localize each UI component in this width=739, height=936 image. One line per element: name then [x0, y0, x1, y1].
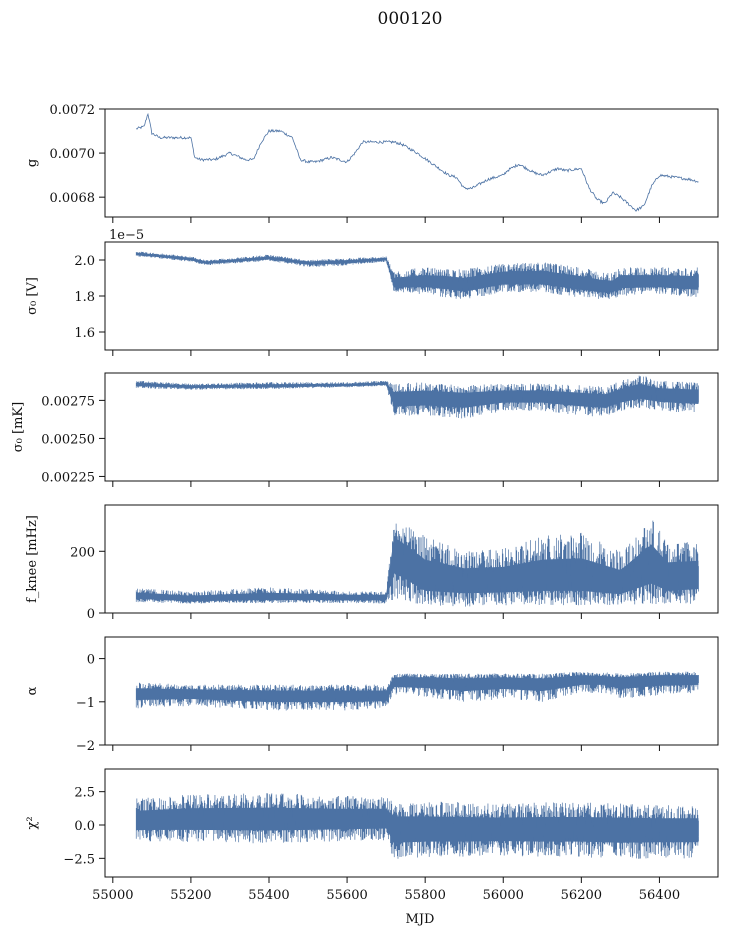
axes-frame-chi2: [104, 768, 719, 878]
series-band-alpha: [135, 671, 699, 711]
plot-area-sigma0_mK: [135, 375, 699, 419]
series-band-sigma0_mK: [135, 375, 699, 419]
y-tick-label-alpha: −1: [76, 696, 95, 711]
plot-area-alpha: [135, 671, 699, 711]
y-axis-label-fknee: f_knee [mHz]: [25, 515, 40, 603]
y-tick-label-sigma0_mK: 0.00275: [41, 394, 95, 409]
series-band-sigma0_V: [135, 251, 699, 299]
figure-title: 000120: [378, 9, 443, 29]
y-tick-label-chi2: 0.0: [74, 819, 95, 834]
y-axis-label-sigma0_mK: σ₀ [mK]: [11, 402, 26, 452]
y-axis-label-gain: g: [25, 159, 40, 167]
plot-area-gain: [135, 112, 699, 212]
x-tick-label: 55200: [170, 888, 211, 903]
x-tick-label: 56000: [483, 888, 524, 903]
x-tick-label: 55400: [248, 888, 289, 903]
panel-sigma0_mK: 0.00225 0.00250 0.00275 σ₀ [mK]: [11, 372, 719, 487]
y-axis-label-chi2: χ²: [25, 816, 40, 829]
x-tick-label: 55600: [326, 888, 367, 903]
y-tick-label-fknee: 0: [87, 607, 95, 622]
series-band-chi2: [135, 793, 699, 859]
plot-area-chi2: [135, 793, 699, 859]
y-tick-label-fknee: 200: [70, 545, 95, 560]
axes-frame-fknee: [104, 504, 719, 614]
y-tick-label-sigma0_mK: 0.00250: [41, 432, 95, 447]
y-axis-label-sigma0_V: σ₀ [V]: [25, 277, 40, 315]
y-tick-label-gain: 0.0068: [50, 191, 96, 206]
panel-fknee: 0 200 f_knee [mHz]: [25, 504, 719, 622]
y-tick-label-sigma0_V: 2.0: [74, 254, 95, 269]
axes-frame-alpha: [104, 636, 719, 746]
axes-frame-sigma0_V: [104, 241, 719, 351]
x-tick-label: 55000: [92, 888, 133, 903]
y-tick-label-alpha: 0: [87, 653, 95, 668]
plot-area-fknee: [135, 520, 699, 607]
y-tick-label-chi2: 2.5: [74, 786, 95, 801]
panel-alpha: −2 −1 0 α: [25, 636, 719, 754]
y-axis-label-alpha: α: [25, 686, 40, 695]
panel-sigma0_V: 1.6 1.8 2.0 σ₀ [V] 1e−5: [25, 228, 719, 356]
x-tick-label: 55800: [404, 888, 445, 903]
series-band-fknee: [135, 520, 699, 607]
y-tick-label-chi2: −2.5: [63, 852, 95, 867]
panel-gain: 0.0068 0.0070 0.0072 g: [25, 103, 719, 223]
y-tick-label-gain: 0.0070: [50, 147, 96, 162]
x-tick-label: 56400: [639, 888, 680, 903]
y-tick-label-sigma0_V: 1.8: [74, 290, 95, 305]
plot-area-sigma0_V: [135, 251, 699, 299]
y-tick-label-gain: 0.0072: [50, 103, 96, 118]
x-tick-label: 56200: [561, 888, 602, 903]
y-tick-label-sigma0_V: 1.6: [74, 326, 95, 341]
y-tick-label-alpha: −2: [76, 739, 95, 754]
offset-text-sigma0_V: 1e−5: [109, 228, 144, 243]
axes-frame-gain: [104, 108, 719, 218]
panels-group: 0.0068 0.0070 0.0072 g 1.6 1.8 2.0 σ₀ [V] 1e−5 0.…: [11, 103, 719, 903]
x-axis-label: MJD: [406, 912, 435, 927]
axes-frame-sigma0_mK: [104, 372, 719, 482]
panel-chi2: −2.5 0.0 2.5 55000 55200 55400 55600 55800 56000…: [25, 768, 719, 903]
series-line-gain: [135, 112, 699, 212]
y-tick-label-sigma0_mK: 0.00225: [41, 470, 95, 485]
